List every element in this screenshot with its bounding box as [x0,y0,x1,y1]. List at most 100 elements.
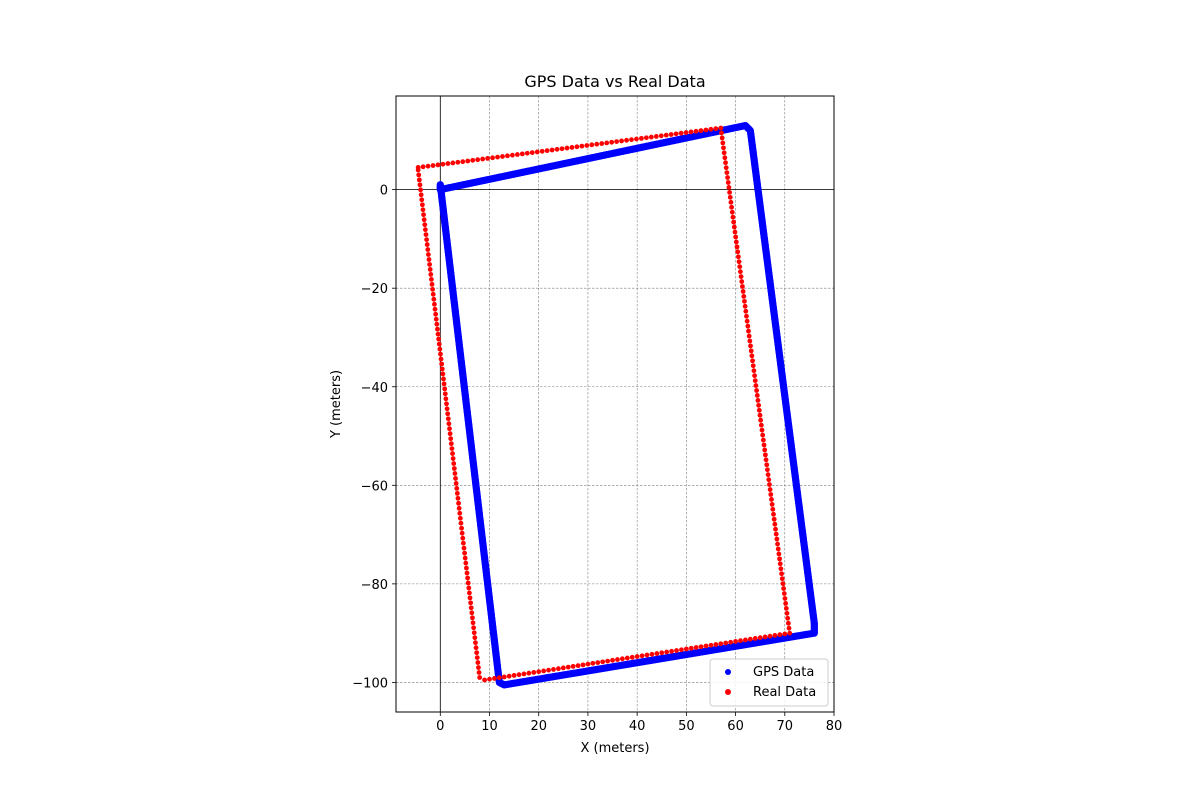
real-data-point [763,457,769,463]
real-data-point [663,132,669,138]
real-data-point [418,187,423,193]
real-data-point [469,610,475,616]
real-data-point [580,662,586,668]
real-data-point [454,490,460,496]
real-data-point [713,642,719,647]
real-data-point [427,267,433,272]
real-data-point [458,520,464,526]
real-data-point [570,663,576,669]
real-data-point [679,647,684,653]
real-data-point [427,262,433,267]
real-data-point [419,197,425,203]
real-data-point [780,581,786,587]
real-data-point [556,666,561,672]
real-data-point [762,447,768,453]
chart-title: GPS Data vs Real Data [524,72,705,91]
real-data-point [741,294,747,299]
real-data-point [785,615,791,621]
real-data-point [546,667,551,673]
x-tick-label: 30 [580,719,597,734]
real-data-point [422,222,428,228]
real-data-point [771,511,776,517]
real-data-point [734,244,740,250]
real-data-point [765,472,771,478]
real-data-point [765,467,770,473]
real-data-point [461,545,467,551]
real-data-point [465,575,471,581]
real-data-point [477,675,483,680]
real-data-point [752,636,758,641]
real-data-point [447,431,453,437]
real-data-point [649,651,655,657]
real-data-point [451,461,457,466]
real-data-point [769,501,775,507]
real-data-point [738,638,743,644]
real-data-point [757,635,763,641]
real-data-point [463,565,469,571]
real-data-point [462,555,468,561]
real-data-point [767,482,772,487]
plot-frame [395,95,835,713]
real-data-point [452,471,458,476]
real-data-point [654,651,660,656]
real-data-point [441,376,446,382]
real-data-point [624,655,630,661]
real-data-point [448,441,454,447]
real-data-point [419,202,425,208]
real-data-point [541,668,547,674]
real-data-point [744,313,749,319]
real-data-point [475,660,481,665]
real-data-point [728,639,734,645]
real-data-point [440,161,446,167]
real-data-point [430,291,436,297]
real-data-point [629,654,635,660]
real-data-point [708,642,714,648]
real-data-point [624,137,629,143]
real-data-point [745,323,751,329]
real-data-point [460,535,466,541]
real-data-point [723,160,728,166]
real-data-point [752,378,758,383]
real-data-point [465,580,471,586]
real-data-point [585,661,591,667]
real-data-point [551,666,556,672]
real-data-point [454,486,460,491]
real-data-point [459,525,464,531]
real-data-point [482,677,487,683]
real-data-point [457,515,463,521]
real-data-point [429,281,435,287]
real-data-point [758,422,764,428]
real-data-point [470,615,475,621]
real-data-point [610,657,615,663]
real-data-point [425,247,431,252]
real-data-point [673,131,679,137]
real-data-point [726,185,732,190]
real-data-point [536,669,542,675]
real-data-point [462,550,467,556]
real-data-point [473,640,478,646]
real-data-point [772,521,778,527]
x-axis-label: X (meters) [580,741,649,756]
real-data-point [505,153,510,159]
real-data-point [442,386,448,392]
real-data-point [433,311,439,317]
real-data-point [737,264,743,270]
real-data-point [450,160,456,166]
real-data-point [733,239,739,245]
real-data-point [743,637,748,643]
real-data-point [758,417,764,423]
real-data-point [728,199,734,205]
real-data-point [757,412,763,418]
real-data-point [713,126,719,132]
x-tick-label: 20 [530,719,547,734]
real-data-point [688,129,694,135]
real-data-point [639,653,645,659]
real-data-point [787,630,793,636]
real-data-point [476,665,481,670]
real-data-point [467,590,472,596]
real-data-point [781,586,787,591]
real-data-point [424,237,429,242]
real-data-point [782,631,788,637]
real-data-point [584,143,590,148]
